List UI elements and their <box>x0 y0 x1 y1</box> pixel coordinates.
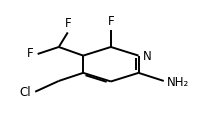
Text: N: N <box>143 50 151 63</box>
Text: Cl: Cl <box>20 86 31 99</box>
Text: F: F <box>27 47 34 60</box>
Text: F: F <box>64 17 71 30</box>
Text: NH₂: NH₂ <box>167 75 189 88</box>
Text: F: F <box>108 15 114 28</box>
